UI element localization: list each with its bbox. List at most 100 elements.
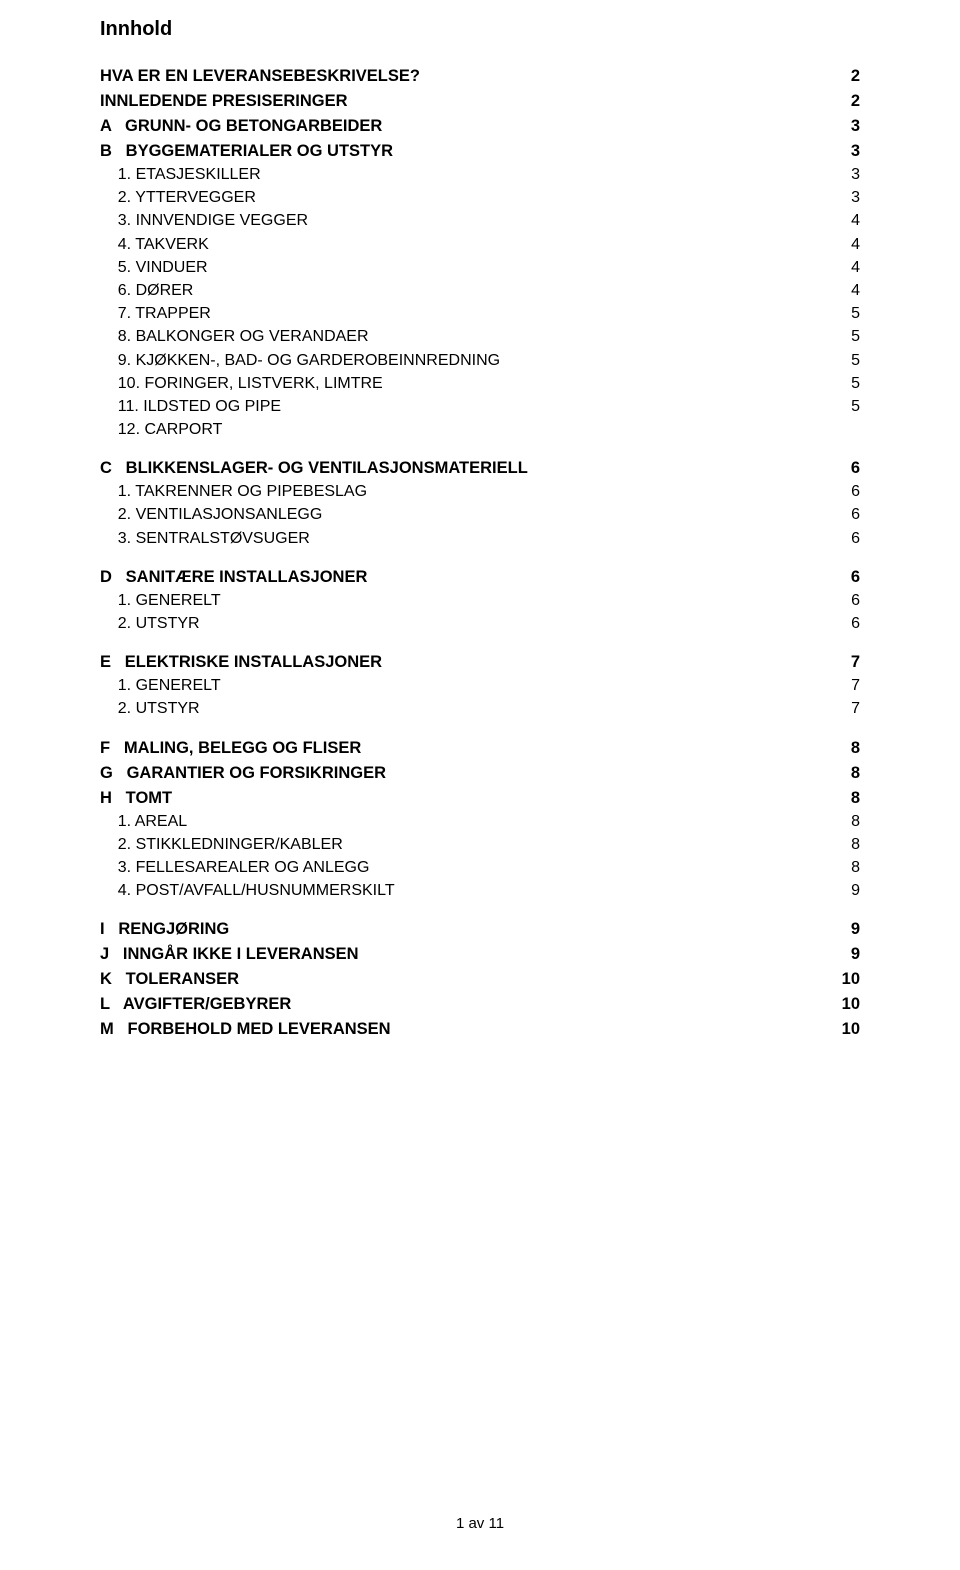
toc-subitem: 1. TAKRENNER OG PIPEBESLAG 6 (100, 480, 860, 503)
toc-subitem: 3. FELLESAREALER OG ANLEGG 8 (100, 856, 860, 879)
toc-entry-page: 3 (820, 163, 860, 186)
toc-entry-page: 5 (820, 349, 860, 372)
toc-entry-label: 1. GENERELT (100, 589, 221, 612)
toc-subitem: 2. UTSTYR6 (100, 612, 860, 635)
toc-entry-page: 8 (820, 764, 860, 783)
toc-entry-label: 2. STIKKLEDNINGER/KABLER (100, 833, 343, 856)
toc-entry-label: B BYGGEMATERIALER OG UTSTYR (100, 142, 393, 161)
toc-entry-page: 8 (820, 810, 860, 833)
toc-entry-page: 6 (820, 480, 860, 503)
toc-entry-page: 8 (820, 856, 860, 879)
toc-subitem: 2. UTSTYR 7 (100, 697, 860, 720)
toc-section: G GARANTIER OG FORSIKRINGER 8 (100, 764, 860, 783)
toc-section: L AVGIFTER/GEBYRER 10 (100, 995, 860, 1014)
toc-entry-page: 6 (820, 459, 860, 478)
toc-entry-label: M FORBEHOLD MED LEVERANSEN (100, 1020, 391, 1039)
toc-entry-label: 2. YTTERVEGGER (100, 186, 256, 209)
toc-subitem: 10. FORINGER, LISTVERK, LIMTRE 5 (100, 372, 860, 395)
page-footer: 1 av 11 (0, 1515, 960, 1532)
toc-entry-page: 10 (820, 995, 860, 1014)
toc-entry-page: 3 (820, 117, 860, 136)
toc-entry-label: K TOLERANSER (100, 970, 239, 989)
toc-subitem: 1. AREAL 8 (100, 810, 860, 833)
toc-section: E ELEKTRISKE INSTALLASJONER 7 (100, 653, 860, 672)
toc-entry-label: F MALING, BELEGG OG FLISER (100, 739, 361, 758)
toc-subitem: 9. KJØKKEN-, BAD- OG GARDEROBEINNREDNING… (100, 349, 860, 372)
toc-subitem: 1. GENERELT 6 (100, 589, 860, 612)
toc-subitem: 4. POST/AVFALL/HUSNUMMERSKILT 9 (100, 879, 860, 902)
toc-entry-label: H TOMT (100, 789, 172, 808)
toc-entry-label: 1. ETASJESKILLER (100, 163, 261, 186)
toc-subitem: 8. BALKONGER OG VERANDAER5 (100, 325, 860, 348)
toc-entry-label: 1. AREAL (100, 810, 187, 833)
toc-entry-page: 5 (820, 372, 860, 395)
toc-entry-page: 9 (820, 920, 860, 939)
toc-entry-label: 12. CARPORT (100, 418, 222, 441)
toc-entry-label: 11. ILDSTED OG PIPE (100, 395, 281, 418)
toc-entry-label: HVA ER EN LEVERANSEBESKRIVELSE? (100, 67, 420, 86)
toc-entry-page: 7 (820, 697, 860, 720)
toc-entry-label: 7. TRAPPER (100, 302, 211, 325)
toc-section: M FORBEHOLD MED LEVERANSEN 10 (100, 1020, 860, 1039)
toc-subitem: 2. VENTILASJONSANLEGG 6 (100, 503, 860, 526)
toc-entry-label: 5. VINDUER (100, 256, 208, 279)
toc-subitem: 7. TRAPPER 5 (100, 302, 860, 325)
toc-entry-label: 3. SENTRALSTØVSUGER (100, 527, 310, 550)
toc-entry-page: 6 (820, 503, 860, 526)
toc-entry-page: 2 (820, 92, 860, 111)
toc-entry-page: 10 (820, 1020, 860, 1039)
toc-entry-page: 4 (820, 279, 860, 302)
toc-subitem: 3. INNVENDIGE VEGGER 4 (100, 209, 860, 232)
toc-entry-label: 6. DØRER (100, 279, 193, 302)
toc-entry-page: 4 (820, 256, 860, 279)
toc-entry-page: 6 (820, 612, 860, 635)
toc-subitem: 3. SENTRALSTØVSUGER6 (100, 527, 860, 550)
toc-entry-label: L AVGIFTER/GEBYRER (100, 995, 291, 1014)
toc-subitem: 5. VINDUER 4 (100, 256, 860, 279)
toc-entry-page: 8 (820, 833, 860, 856)
toc-entry-label: 10. FORINGER, LISTVERK, LIMTRE (100, 372, 383, 395)
toc-entry-label: G GARANTIER OG FORSIKRINGER (100, 764, 386, 783)
toc-entry-label: 1. TAKRENNER OG PIPEBESLAG (100, 480, 367, 503)
toc-entry-label: C BLIKKENSLAGER- OG VENTILASJONSMATERIEL… (100, 459, 528, 478)
toc-section: INNLEDENDE PRESISERINGER 2 (100, 92, 860, 111)
toc-entry-page: 5 (820, 325, 860, 348)
toc-subitem: 1. GENERELT7 (100, 674, 860, 697)
toc-entry-label: J INNGÅR IKKE I LEVERANSEN (100, 945, 359, 964)
toc-entry-page: 10 (820, 970, 860, 989)
toc-section: F MALING, BELEGG OG FLISER 8 (100, 739, 860, 758)
toc-entry-page: 5 (820, 302, 860, 325)
toc-section: J INNGÅR IKKE I LEVERANSEN9 (100, 945, 860, 964)
toc-entry-page: 8 (820, 789, 860, 808)
toc-entry-page: 7 (820, 653, 860, 672)
toc-entry-page: 5 (820, 395, 860, 418)
toc-entry-label: 3. INNVENDIGE VEGGER (100, 209, 308, 232)
toc-entry-page: 7 (820, 674, 860, 697)
toc-section: A GRUNN- OG BETONGARBEIDER3 (100, 117, 860, 136)
toc-title: Innhold (100, 18, 860, 41)
toc-subitem: 1. ETASJESKILLER 3 (100, 163, 860, 186)
toc-entry-page: 8 (820, 739, 860, 758)
toc-entry-page: 6 (820, 589, 860, 612)
toc-section: H TOMT 8 (100, 789, 860, 808)
toc-section: HVA ER EN LEVERANSEBESKRIVELSE? 2 (100, 67, 860, 86)
toc-subitem: 2. YTTERVEGGER 3 (100, 186, 860, 209)
toc-entry-page: 4 (820, 233, 860, 256)
toc-subitem: 6. DØRER 4 (100, 279, 860, 302)
toc-entry-label: E ELEKTRISKE INSTALLASJONER (100, 653, 382, 672)
toc-entry-label: 2. VENTILASJONSANLEGG (100, 503, 322, 526)
toc-entry-page: 2 (820, 67, 860, 86)
toc-container: HVA ER EN LEVERANSEBESKRIVELSE?2INNLEDEN… (100, 67, 860, 1039)
toc-entry-page: 6 (820, 568, 860, 587)
toc-entry-page: 4 (820, 209, 860, 232)
toc-entry-page: 3 (820, 186, 860, 209)
toc-entry-label: 2. UTSTYR (100, 697, 200, 720)
toc-entry-label: 3. FELLESAREALER OG ANLEGG (100, 856, 369, 879)
toc-entry-label: INNLEDENDE PRESISERINGER (100, 92, 348, 111)
toc-section: K TOLERANSER 10 (100, 970, 860, 989)
toc-entry-page: 3 (820, 142, 860, 161)
toc-entry-label: 4. POST/AVFALL/HUSNUMMERSKILT (100, 879, 395, 902)
toc-entry-page: 9 (820, 879, 860, 902)
toc-entry-label: D SANITÆRE INSTALLASJONER (100, 568, 367, 587)
toc-section: B BYGGEMATERIALER OG UTSTYR 3 (100, 142, 860, 161)
